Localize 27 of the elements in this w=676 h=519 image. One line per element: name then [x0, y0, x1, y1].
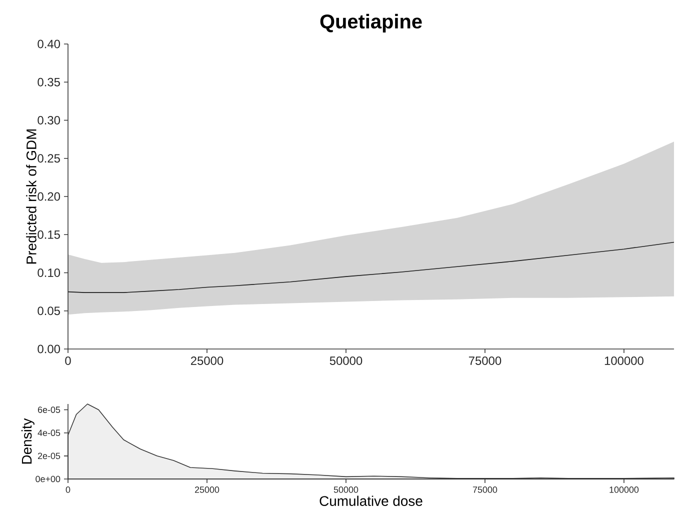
y-tick-label: 0.15 [38, 230, 60, 239]
y-axis-title: Predicted risk of GDM [26, 129, 36, 264]
x-tick-label: 25000 [194, 486, 220, 493]
y-tick-label: 0.10 [38, 268, 60, 277]
y-tick-label: 4e-05 [38, 430, 60, 436]
x-tick-label: 50000 [330, 356, 362, 365]
x-tick-label: 50000 [334, 486, 358, 493]
y-tick-label: 0.20 [38, 192, 60, 201]
y-tick-label: 0.35 [38, 78, 60, 86]
x-tick-label: 0 [66, 486, 70, 493]
y-tick-label: 0.25 [38, 154, 60, 163]
x-tick-label: 100000 [610, 486, 639, 493]
x-tick-label: 25000 [190, 356, 224, 365]
y-tick-label: 0.05 [38, 306, 60, 316]
y-tick-label: 0.40 [38, 40, 60, 48]
x-tick-label: 75000 [472, 486, 498, 493]
y-tick-label: 6e-05 [38, 406, 60, 413]
x-tick-label: 0 [65, 356, 71, 365]
y-tick-label: 0.30 [38, 116, 60, 124]
x-tick-label: 100000 [604, 356, 644, 365]
chart-title: Quetiapine [320, 14, 422, 33]
x-axis-title: Cumulative dose [320, 496, 422, 506]
y-axis-title: Density [21, 418, 34, 464]
y-tick-label: 2e-05 [38, 452, 60, 460]
y-tick-label: 0.00 [38, 344, 60, 354]
x-tick-label: 75000 [468, 356, 502, 365]
y-tick-label: 0e+00 [36, 476, 60, 482]
